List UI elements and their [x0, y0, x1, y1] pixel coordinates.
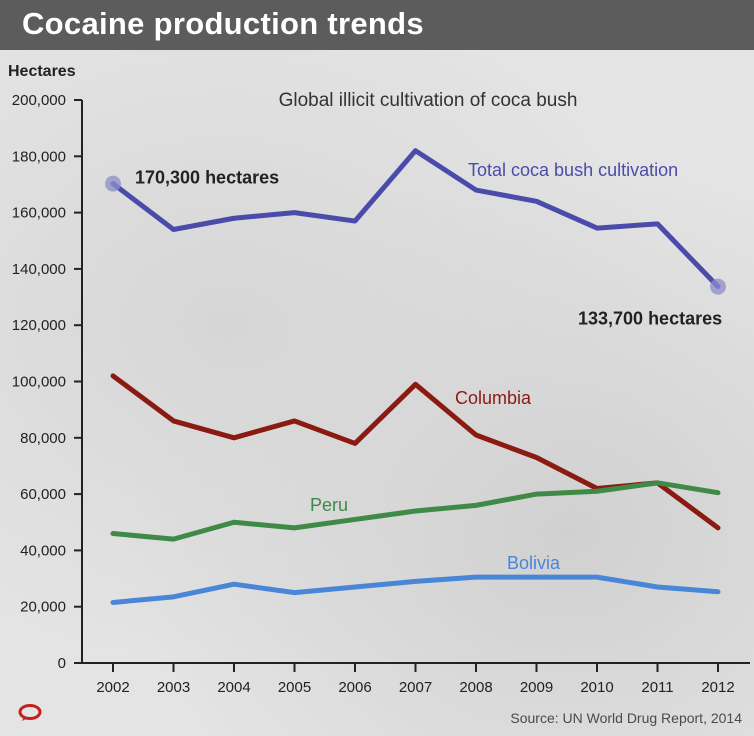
x-tick-label: 2006 [338, 679, 371, 696]
y-tick-label: 160,000 [12, 205, 66, 222]
series-label: Total coca bush cultivation [468, 160, 678, 180]
y-tick-label: 200,000 [12, 92, 66, 109]
series-peru-line [110, 480, 721, 542]
y-tick-label: 180,000 [12, 148, 66, 165]
title-bar: Cocaine production trends [0, 0, 754, 50]
page-title: Cocaine production trends [22, 6, 424, 41]
y-tick-label: 20,000 [20, 599, 66, 616]
series-columbia-line [110, 373, 721, 531]
x-tick-label: 2008 [459, 679, 492, 696]
x-tick-label: 2011 [641, 679, 673, 696]
endpoint-marker [710, 278, 726, 295]
series-total-line [110, 148, 721, 290]
annotation-label: 133,700 hectares [578, 309, 722, 329]
x-tick-label: 2003 [157, 679, 190, 696]
y-tick-label: 140,000 [12, 261, 66, 278]
y-tick-label: 120,000 [12, 317, 66, 334]
annotation-label: 170,300 hectares [135, 168, 279, 188]
x-tick-label: 2012 [701, 679, 734, 696]
y-axis-title: Hectares [8, 63, 76, 80]
series-label: Peru [310, 495, 348, 515]
source-note: Source: UN World Drug Report, 2014 [510, 710, 742, 726]
x-tick-label: 2010 [580, 679, 613, 696]
series-label: Columbia [455, 388, 532, 408]
y-tick-label: 0 [58, 655, 66, 672]
x-tick-label: 2009 [520, 679, 553, 696]
x-tick-label: 2002 [96, 679, 129, 696]
y-tick-label: 40,000 [20, 542, 66, 559]
series-bolivia-line [110, 574, 721, 605]
y-tick-label: 100,000 [12, 374, 66, 391]
chart-title: Global illicit cultivation of coca bush [279, 90, 578, 111]
endpoint-marker [105, 175, 121, 192]
x-tick-label: 2004 [217, 679, 250, 696]
plot-area [0, 50, 754, 736]
y-tick-label: 80,000 [20, 430, 66, 447]
x-tick-label: 2007 [399, 679, 432, 696]
x-tick-label: 2005 [278, 679, 311, 696]
series-label: Bolivia [507, 553, 561, 573]
y-tick-label: 60,000 [20, 486, 66, 503]
speech-bubble-logo-icon [18, 704, 42, 721]
